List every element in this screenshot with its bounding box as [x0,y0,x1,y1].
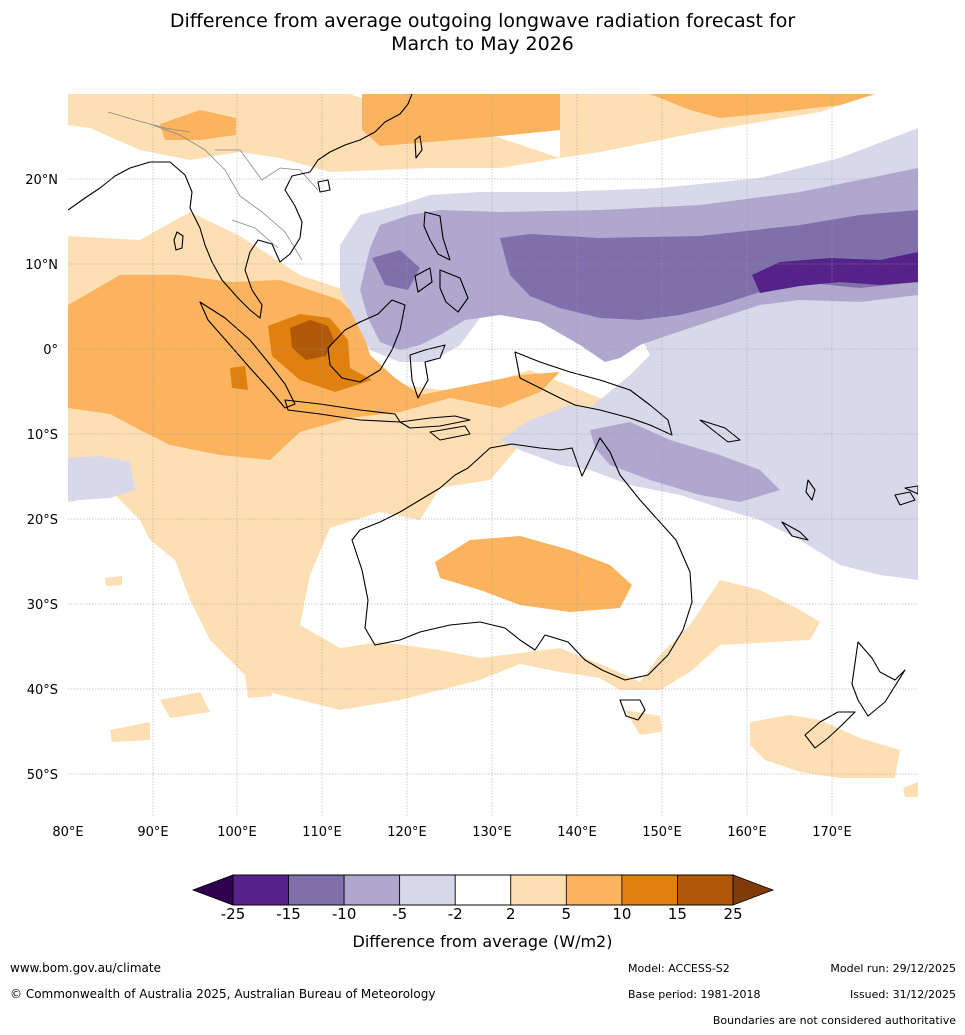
colorbar-swatch [565,874,623,906]
colorbar-swatch [343,874,401,906]
lat-label: 30°S [27,598,58,613]
latitude-labels: 20°N 10°N 0° 10°S 20°S 30°S 40°S 50°S [25,173,58,783]
anomaly-neg10-to-neg15 [372,210,918,320]
chart-title: Difference from average outgoing longwav… [0,10,965,56]
colorbar-tick-label: -15 [276,905,301,923]
colorbar-under-arrow [191,874,234,906]
colorbar-title: Difference from average (W/m2) [352,932,613,951]
colorbar-tick-label: 2 [505,905,516,923]
country-boundaries [107,111,319,261]
footer-model-run: Model run: 29/12/2025 [830,962,956,975]
footer-base-period: Base period: 1981-2018 [628,988,761,1001]
lon-label: 100°E [217,825,257,840]
colorbar-swatch [677,874,734,906]
lon-label: 140°E [557,825,597,840]
footer-copyright: © Commonwealth of Australia 2025, Austra… [10,987,436,1001]
lon-label: 150°E [642,825,682,840]
title-line-1: Difference from average outgoing longwav… [169,10,796,32]
coastlines [68,94,918,749]
colorbar-swatch [232,874,289,906]
colorbar-tick-label: 5 [561,905,572,923]
longitude-labels: 80°E 90°E 100°E 110°E 120°E 130°E 140°E … [52,825,851,840]
lat-label: 10°S [27,428,58,443]
colorbar-tick-label: -25 [220,905,246,923]
colorbar-tick-label: 15 [667,905,687,923]
colorbar-tick-label: 10 [612,905,632,923]
lon-label: 80°E [52,825,83,840]
colorbar-tick-label: 25 [723,905,743,923]
anomaly-neg15-to-neg25 [752,252,918,293]
colorbar-swatch [454,874,512,906]
lat-label: 0° [43,343,58,358]
lat-label: 40°S [27,683,58,698]
footer-issued: Issued: 31/12/2025 [849,988,956,1001]
colorbar-swatch [621,874,678,906]
lon-label: 110°E [302,825,342,840]
footer-disclaimer: Boundaries are not considered authoritat… [712,1014,956,1027]
colorbar-swatch [399,874,456,906]
colorbar-swatch [510,874,567,906]
colorbar-over-arrow [732,874,775,906]
lon-label: 90°E [137,825,168,840]
colorbar-tick-label: -10 [331,905,357,923]
colorbar-tick-label: -5 [392,905,408,923]
lat-label: 20°N [25,173,58,188]
graticule [68,94,918,817]
lon-label: 170°E [812,825,852,840]
lat-label: 10°N [25,258,58,273]
footer-url[interactable]: www.bom.gov.au/climate [10,961,161,975]
lat-label: 20°S [27,513,58,528]
lon-label: 130°E [472,825,512,840]
colorbar-tick-label: -2 [447,905,463,923]
colorbar [191,874,775,906]
lon-label: 120°E [387,825,427,840]
colorbar-swatch [288,874,345,906]
anomaly-field [68,94,918,817]
title-line-2: March to May 2026 [391,33,574,55]
lat-label: 50°S [27,768,58,783]
colorbar-frame [232,874,734,906]
footer-model: Model: ACCESS-S2 [628,962,730,975]
lon-label: 160°E [727,825,767,840]
